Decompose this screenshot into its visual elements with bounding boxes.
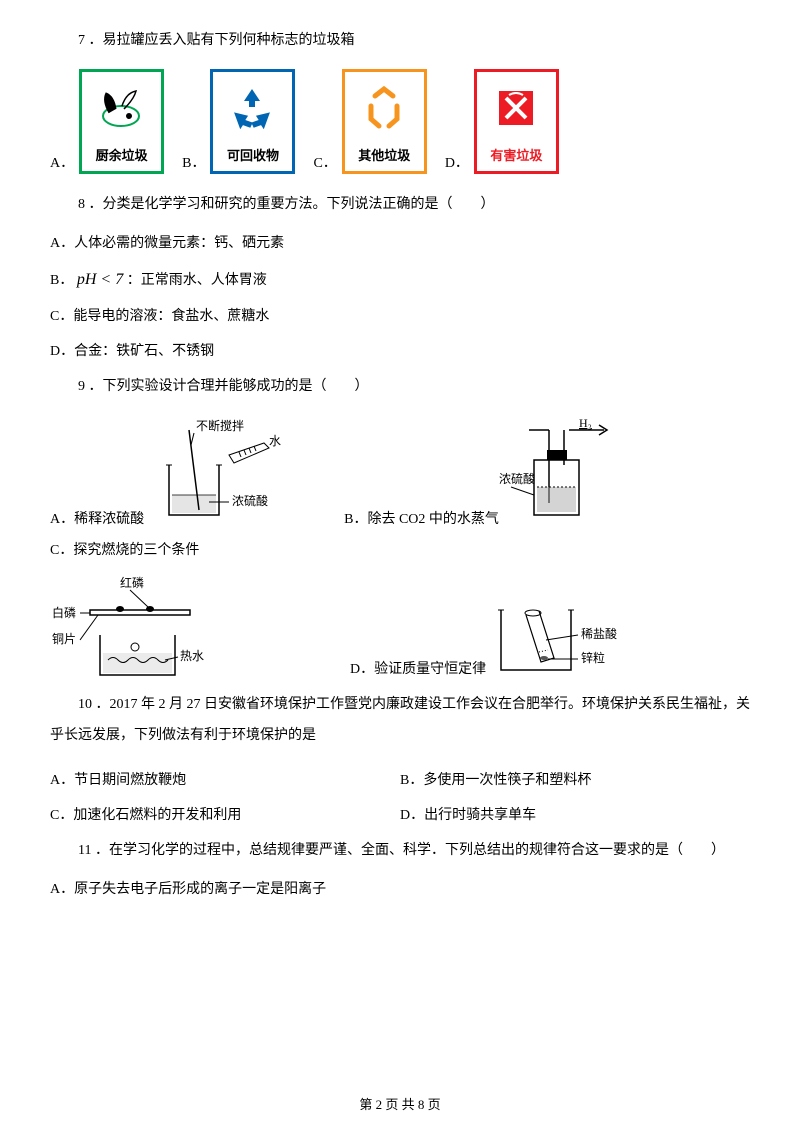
svg-text:铜片: 铜片: [52, 631, 76, 646]
svg-text:红磷: 红磷: [120, 575, 144, 590]
svg-text:浓硫酸: 浓硫酸: [232, 493, 268, 508]
svg-text:浓硫酸: 浓硫酸: [499, 471, 535, 486]
question-9-row1: A．稀释浓硫酸 不断搅拌 水 浓硫酸 B．除去 CO2 中的水蒸气 H₂ 浓硫酸: [50, 415, 750, 530]
kitchen-waste-icon: 厨余垃圾: [79, 69, 164, 174]
svg-text:水: 水: [269, 434, 281, 448]
option-8c: C．能导电的溶液：食盐水、蔗糖水: [50, 306, 750, 327]
option-8d: D．合金：铁矿石、不锈钢: [50, 341, 750, 362]
diagram-dilute-acid: 不断搅拌 水 浓硫酸: [144, 415, 304, 530]
option-8b-prefix: B．: [50, 273, 73, 288]
other-waste-icon: 其他垃圾: [342, 69, 427, 174]
option-8b: B． pH < 7 ：正常雨水、人体胃液: [50, 268, 750, 292]
option-10b: B．多使用一次性筷子和塑料杯: [400, 770, 750, 791]
option-7d: D． 有害垃圾: [445, 69, 559, 174]
svg-text:稀盐酸: 稀盐酸: [581, 626, 617, 641]
diagram-remove-vapor: H₂ 浓硫酸: [499, 415, 629, 530]
option-8a: A．人体必需的微量元素：钙、硒元素: [50, 233, 750, 254]
question-9-row2: 红磷 白磷 铜片 热水 D．验证质量守恒定律 稀盐酸 锌粒: [50, 575, 750, 680]
question-10-text: 10 ．2017 年 2 月 27 日安徽省环境保护工作暨党内廉政建设工作会议在…: [50, 690, 750, 752]
option-7b-label: B．: [182, 153, 205, 174]
option-11a: A．原子失去电子后形成的离子一定是阳离子: [50, 879, 750, 900]
option-7c-label: C．: [313, 153, 336, 174]
svg-text:H₂: H₂: [579, 416, 592, 430]
svg-text:热水: 热水: [180, 649, 204, 663]
option-8b-suffix: ：正常雨水、人体胃液: [127, 273, 267, 288]
option-10c: C．加速化石燃料的开发和利用: [50, 805, 400, 826]
option-8b-formula: pH < 7: [77, 271, 123, 288]
recyclable-icon: 可回收物: [210, 69, 295, 174]
option-7c: C． 其他垃圾: [313, 69, 426, 174]
svg-text:不断搅拌: 不断搅拌: [196, 418, 244, 433]
question-7-text: 7 ．易拉罐应丢入贴有下列何种标志的垃圾箱: [50, 30, 750, 51]
other-waste-label: 其他垃圾: [351, 146, 418, 166]
svg-text:白磷: 白磷: [52, 605, 76, 620]
option-9c: C．探究燃烧的三个条件: [50, 540, 750, 561]
question-10-row1: A．节日期间燃放鞭炮 B．多使用一次性筷子和塑料杯: [50, 770, 750, 805]
diagram-mass-conservation: 稀盐酸 锌粒: [486, 580, 636, 680]
svg-text:锌粒: 锌粒: [581, 650, 605, 665]
hazardous-waste-icon: 有害垃圾: [474, 69, 559, 174]
hazardous-waste-label: 有害垃圾: [483, 146, 550, 166]
option-9a: A．稀释浓硫酸: [50, 509, 144, 530]
recyclable-label: 可回收物: [219, 146, 286, 166]
diagram-combustion: 红磷 白磷 铜片 热水: [50, 575, 225, 680]
option-10d: D．出行时骑共享单车: [400, 805, 750, 826]
option-7d-label: D．: [445, 153, 469, 174]
option-9d: D．验证质量守恒定律: [350, 659, 486, 680]
kitchen-waste-label: 厨余垃圾: [88, 146, 155, 166]
question-10-row2: C．加速化石燃料的开发和利用 D．出行时骑共享单车: [50, 805, 750, 840]
option-7a-label: A．: [50, 153, 74, 174]
page-footer: 第 2 页 共 8 页: [0, 1095, 800, 1115]
option-7b: B． 可回收物: [182, 69, 295, 174]
option-10a: A．节日期间燃放鞭炮: [50, 770, 400, 791]
question-11-text: 11 ．在学习化学的过程中，总结规律要严谨、全面、科学．下列总结出的规律符合这一…: [50, 840, 750, 861]
option-9b: B．除去 CO2 中的水蒸气: [344, 509, 499, 530]
option-7a: A． 厨余垃圾: [50, 69, 164, 174]
question-9-text: 9 ．下列实验设计合理并能够成功的是（ ）: [50, 376, 750, 397]
question-8-text: 8 ．分类是化学学习和研究的重要方法。下列说法正确的是（ ）: [50, 194, 750, 215]
question-7-options: A． 厨余垃圾 B． 可回收物: [50, 69, 750, 174]
